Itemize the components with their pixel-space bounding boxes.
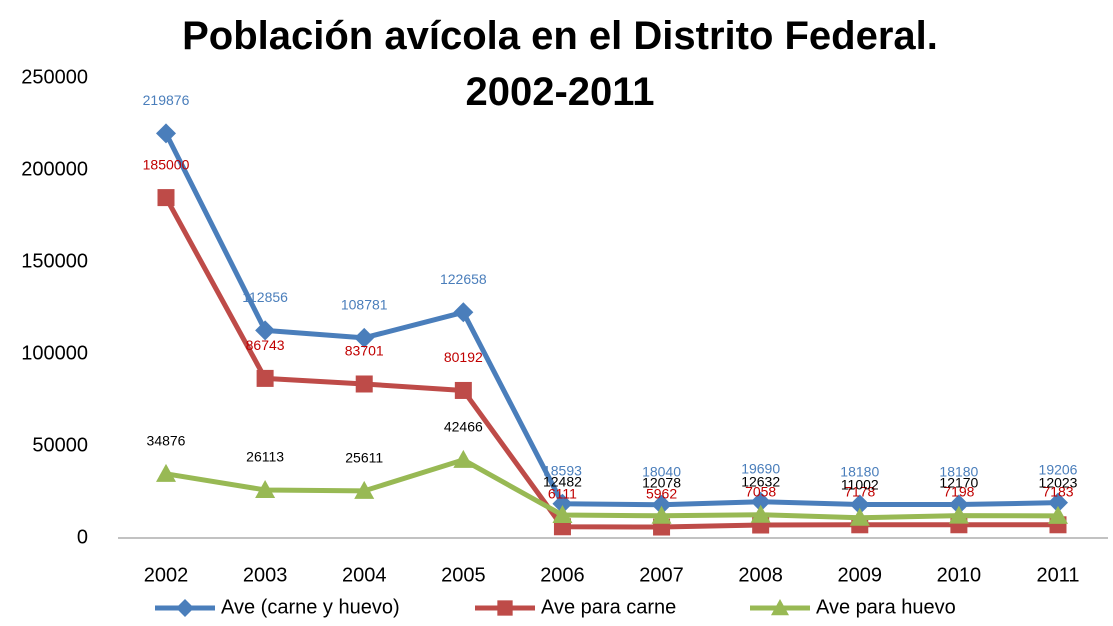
data-label: 108781 xyxy=(341,297,388,313)
data-label: 80192 xyxy=(444,349,483,365)
data-label: 86743 xyxy=(246,337,285,353)
data-label: 18593 xyxy=(543,462,582,478)
marker xyxy=(651,505,672,524)
x-tick-label: 2002 xyxy=(144,564,189,586)
x-tick-label: 2007 xyxy=(639,564,684,586)
x-tick-label: 2003 xyxy=(243,564,288,586)
series-line xyxy=(163,196,1059,530)
marker xyxy=(750,491,771,512)
data-label: 122658 xyxy=(440,271,487,287)
y-tick-label: 100000 xyxy=(21,342,88,364)
y-tick-label: 0 xyxy=(77,526,88,548)
x-tick-label: 2004 xyxy=(342,564,387,586)
x-tick-label: 2011 xyxy=(1036,564,1079,586)
y-tick-label: 200000 xyxy=(21,158,88,180)
marker xyxy=(948,494,969,515)
marker xyxy=(156,463,176,482)
data-label: 7178 xyxy=(844,483,875,499)
marker xyxy=(1048,492,1068,513)
data-label: 25611 xyxy=(345,450,383,466)
x-tick-label: 2009 xyxy=(838,564,883,586)
marker xyxy=(255,479,276,498)
data-label: 18180 xyxy=(939,463,978,479)
series-line xyxy=(165,457,1059,521)
data-label: 5962 xyxy=(646,486,677,502)
data-label: 18040 xyxy=(642,464,681,480)
data-label: 12023 xyxy=(1039,475,1078,491)
marker xyxy=(453,302,474,323)
marker xyxy=(497,600,513,616)
series-line xyxy=(163,132,1059,508)
data-label: 11002 xyxy=(841,476,879,492)
data-label: 19690 xyxy=(741,460,780,476)
data-label: 12170 xyxy=(939,474,978,490)
marker xyxy=(454,381,472,399)
data-label: 18180 xyxy=(840,463,879,479)
data-label: 19206 xyxy=(1039,461,1078,477)
y-tick-label: 50000 xyxy=(32,434,88,456)
marker xyxy=(1048,505,1068,524)
marker xyxy=(256,369,274,387)
marker xyxy=(355,375,373,393)
data-label: 12078 xyxy=(642,474,681,490)
legend-label: Ave (carne y huevo) xyxy=(221,596,400,618)
marker xyxy=(176,599,194,617)
data-label: 26113 xyxy=(246,449,284,465)
y-tick-label: 250000 xyxy=(21,66,88,88)
legend-label: Ave para huevo xyxy=(816,596,956,618)
marker xyxy=(651,494,672,515)
data-label: 7183 xyxy=(1042,483,1073,499)
marker xyxy=(354,480,375,499)
data-label: 112856 xyxy=(242,289,288,305)
data-label: 34876 xyxy=(147,433,186,449)
chart-title: Población avícola en el Distrito Federal… xyxy=(182,14,938,114)
marker xyxy=(750,504,771,523)
x-tick-label: 2006 xyxy=(540,564,585,586)
marker xyxy=(255,320,276,341)
data-label: 219876 xyxy=(143,92,190,108)
data-label: 6111 xyxy=(548,485,577,501)
marker xyxy=(453,449,474,468)
marker xyxy=(552,505,573,524)
marker xyxy=(354,327,375,348)
marker xyxy=(948,505,969,524)
data-label: 7198 xyxy=(943,483,974,499)
marker xyxy=(157,189,175,207)
marker xyxy=(552,493,573,514)
x-tick-label: 2010 xyxy=(937,564,982,586)
data-label: 12482 xyxy=(543,474,582,490)
data-label: 185000 xyxy=(143,156,190,172)
marker xyxy=(849,507,870,526)
x-tick-label: 2005 xyxy=(441,564,486,586)
y-tick-label: 150000 xyxy=(21,250,88,272)
marker xyxy=(771,599,789,616)
legend-label: Ave para carne xyxy=(541,596,676,618)
data-label: 7058 xyxy=(745,484,776,500)
marker xyxy=(849,494,870,515)
data-label: 42466 xyxy=(444,419,483,435)
data-label: 83701 xyxy=(345,343,384,359)
data-label: 12632 xyxy=(741,473,780,489)
x-tick-label: 2008 xyxy=(738,564,783,586)
marker xyxy=(156,123,176,144)
